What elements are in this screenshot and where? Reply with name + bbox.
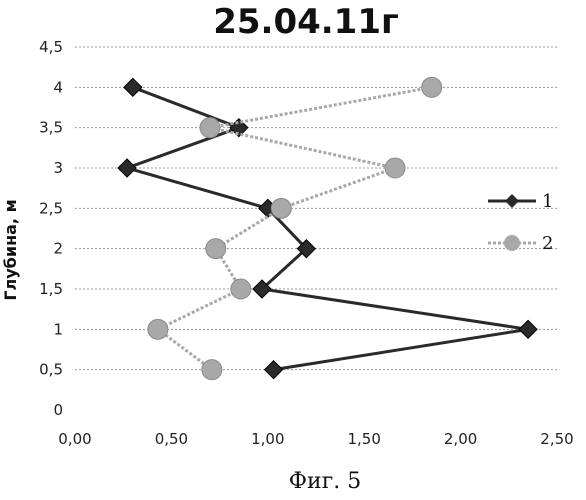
data-point xyxy=(271,198,291,218)
legend: 12 xyxy=(488,191,553,254)
legend-marker xyxy=(505,194,519,208)
x-tick-label: 1,50 xyxy=(347,430,380,448)
data-point xyxy=(206,239,226,259)
x-tick-labels: 0,00 0,50 1,00 1,50 2,00 2,50 xyxy=(58,430,573,448)
y-tick-label: 1,5 xyxy=(39,280,63,298)
x-tick-label: 2,00 xyxy=(444,430,477,448)
y-tick-label: 0 xyxy=(53,401,63,419)
y-tick-label: 3,5 xyxy=(39,119,63,137)
x-tick-label: 0,50 xyxy=(155,430,188,448)
data-point xyxy=(231,279,251,299)
data-point xyxy=(422,77,442,97)
data-point xyxy=(148,319,168,339)
y-tick-label: 2,5 xyxy=(39,199,63,217)
data-point xyxy=(118,159,136,177)
y-tick-label: 1 xyxy=(53,320,63,338)
legend-item-1: 1 xyxy=(488,191,553,212)
x-tick-label: 1,00 xyxy=(251,430,284,448)
legend-label: 1 xyxy=(542,191,553,212)
x-tick-label: 0,00 xyxy=(58,430,91,448)
series-2 xyxy=(148,77,442,379)
data-point xyxy=(385,158,405,178)
series-1 xyxy=(118,78,537,378)
y-tick-label: 4 xyxy=(53,78,63,96)
data-point xyxy=(124,78,142,96)
series-line xyxy=(127,87,528,369)
y-tick-label: 4,5 xyxy=(39,38,63,56)
y-tick-label: 3 xyxy=(53,159,63,177)
legend-item-2: 2 xyxy=(488,233,553,254)
y-axis-label: Глубина, м xyxy=(1,199,20,300)
figure-caption: Фиг. 5 xyxy=(289,469,361,494)
plot-series xyxy=(118,77,537,379)
chart-title: 25.04.11г xyxy=(213,2,399,42)
y-tick-label: 2 xyxy=(53,240,63,258)
y-tick-label: 0,5 xyxy=(39,361,63,379)
data-point xyxy=(519,320,537,338)
legend-label: 2 xyxy=(542,233,553,254)
data-point xyxy=(200,118,220,138)
data-point xyxy=(265,361,283,379)
x-tick-label: 2,50 xyxy=(540,430,573,448)
legend-marker xyxy=(504,235,520,251)
data-point xyxy=(202,360,222,380)
y-tick-labels: 0 0,5 1 1,5 2 2,5 3 3,5 4 4,5 xyxy=(39,38,63,419)
series-line xyxy=(158,87,432,369)
